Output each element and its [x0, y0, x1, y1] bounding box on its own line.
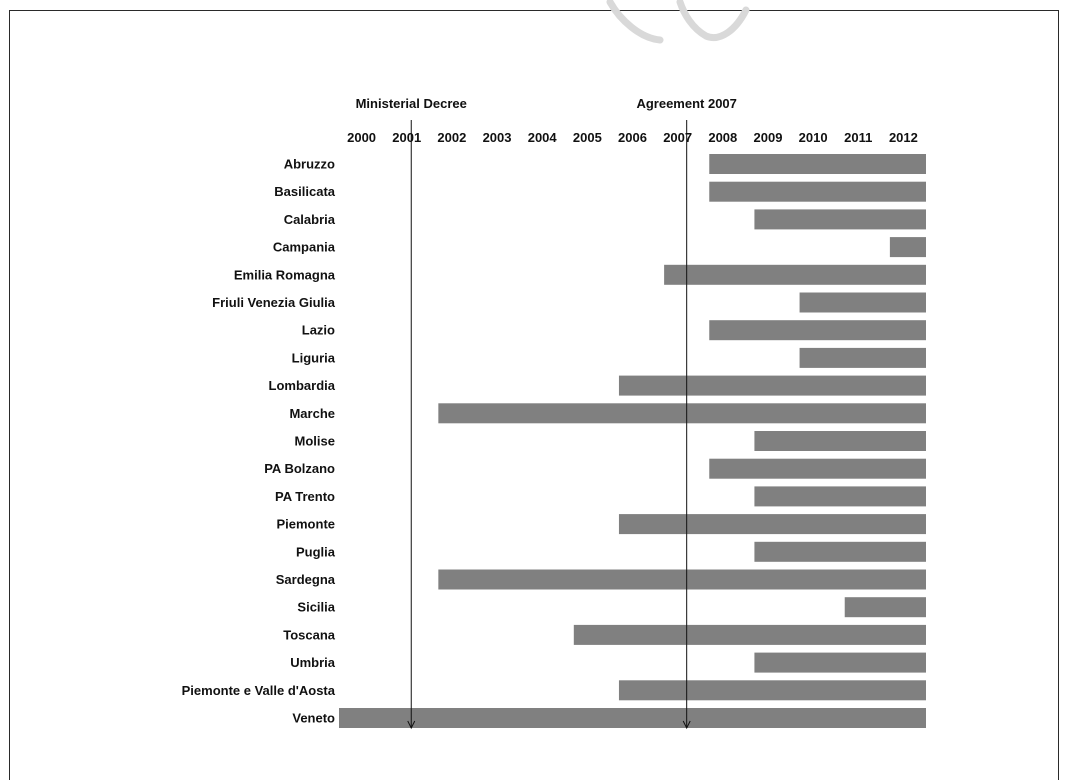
region-label: PA Bolzano: [264, 461, 335, 476]
y-axis-labels: Abruzzo Basilicata Calabria Campania Emilia …: [182, 157, 336, 726]
x-tick-label: 2009: [754, 130, 783, 145]
region-label: Umbria: [290, 655, 336, 670]
bar: [438, 403, 926, 424]
region-label: Puglia: [296, 544, 336, 559]
bar: [573, 624, 926, 645]
region-label: Piemonte: [276, 517, 335, 532]
x-tick-label: 2003: [483, 130, 512, 145]
x-tick-label: 2008: [708, 130, 737, 145]
region-label: Sardegna: [276, 572, 336, 587]
bar: [709, 154, 926, 174]
bar: [709, 181, 926, 202]
region-label: Molise: [295, 434, 335, 449]
watermark-logo: [606, 0, 750, 44]
region-label: Friuli Venezia Giulia: [212, 295, 336, 310]
bar: [339, 708, 926, 728]
region-label: Sicilia: [297, 600, 335, 615]
bar: [799, 292, 926, 313]
x-tick-label: 2000: [347, 130, 376, 145]
x-tick-label: 2004: [528, 130, 558, 145]
annotation-arrowhead: [407, 720, 416, 730]
region-label: Toscana: [283, 627, 336, 642]
region-label: Calabria: [284, 212, 336, 227]
x-tick-label: 2011: [844, 130, 872, 145]
annotation-label: Agreement 2007: [636, 96, 736, 111]
bar: [438, 569, 926, 590]
region-label: Campania: [273, 240, 336, 255]
bar: [754, 431, 926, 451]
x-tick-label: 2001: [392, 130, 421, 145]
bar: [754, 652, 926, 673]
x-tick-label: 2007: [663, 130, 692, 145]
region-label: Liguria: [292, 350, 336, 365]
region-label: Abruzzo: [284, 157, 335, 172]
bar: [664, 264, 926, 285]
region-label: Lazio: [302, 323, 335, 338]
bar: [754, 209, 926, 230]
bar: [618, 375, 926, 396]
bar: [844, 597, 926, 618]
region-label: PA Trento: [275, 489, 335, 504]
region-label: Lombardia: [269, 378, 336, 393]
x-axis-ticks: 2000 2001 2002 2003 2004 2005 2006 2007 2008 2009…: [347, 130, 918, 145]
x-tick-label: 2006: [618, 130, 647, 145]
x-tick-label: 2002: [437, 130, 466, 145]
x-tick-label: 2012: [889, 130, 918, 145]
annotation-label: Ministerial Decree: [356, 96, 467, 111]
annotation-arrowhead: [682, 720, 691, 730]
bar: [799, 347, 926, 368]
bar: [754, 541, 926, 562]
region-label: Piemonte e Valle d'Aosta: [182, 683, 336, 698]
x-tick-label: 2005: [573, 130, 602, 145]
bar: [754, 486, 926, 507]
bar: [709, 458, 926, 479]
x-tick-label: 2010: [799, 130, 828, 145]
bars: [339, 154, 926, 728]
bar: [618, 680, 926, 701]
region-label: Veneto: [292, 711, 335, 726]
bar: [709, 320, 926, 341]
annotations: Ministerial Decree Agreement 2007: [356, 96, 737, 730]
bar: [618, 514, 926, 535]
region-label: Emilia Romagna: [234, 267, 336, 282]
bar: [889, 237, 926, 258]
region-label: Basilicata: [274, 184, 335, 199]
region-label: Marche: [289, 406, 335, 421]
